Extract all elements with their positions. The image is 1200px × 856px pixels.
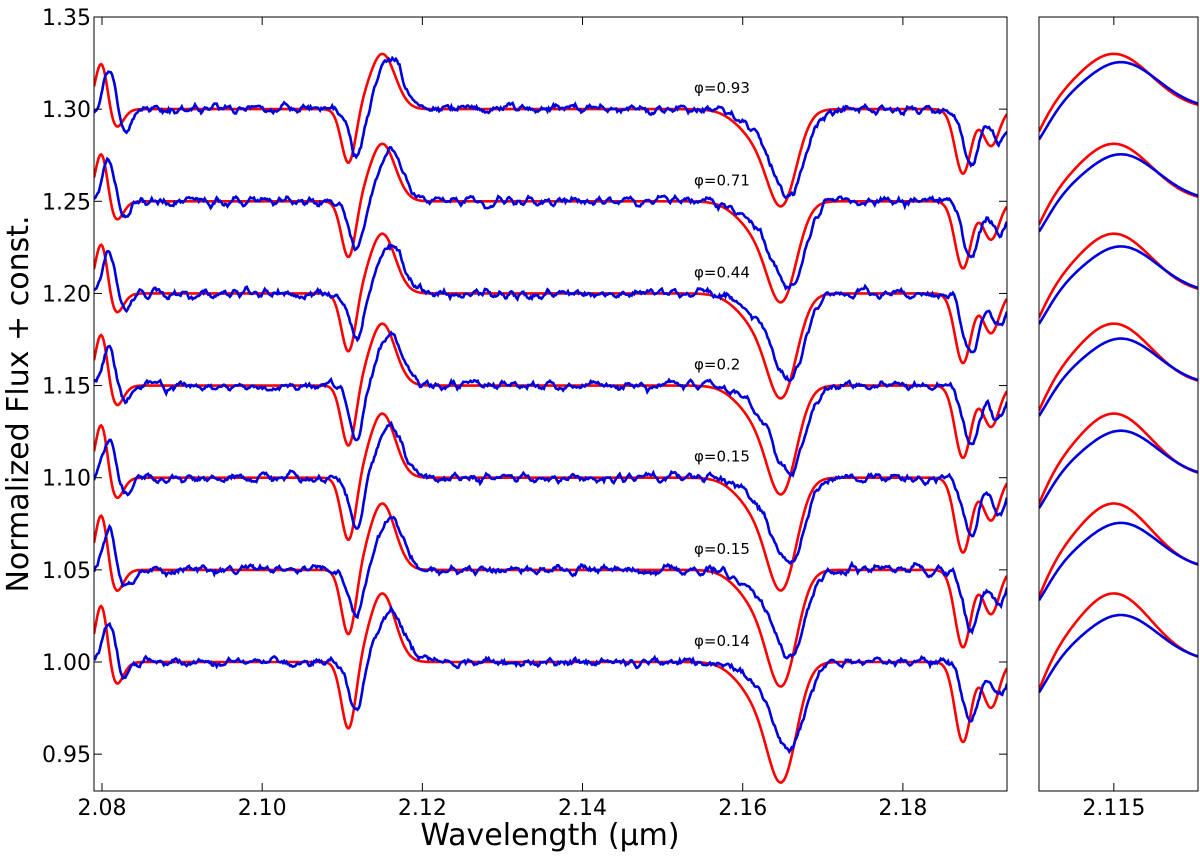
phase-label: φ=0.15	[694, 540, 750, 558]
main-panel-frame	[93, 16, 1008, 792]
zoom-observed-spectrum-line	[1039, 337, 1198, 417]
model-spectrum-line	[94, 232, 1007, 400]
axis-ticks	[94, 16, 1115, 791]
zoom-model-spectrum-line	[1039, 412, 1198, 505]
y-tick-label: 1.10	[42, 467, 91, 492]
zoom-observed-spectrum-line	[1039, 60, 1198, 141]
y-tick-label: 1.15	[42, 375, 91, 400]
observed-spectrum-line	[94, 420, 1007, 566]
zoom-observed-spectrum-line	[1039, 521, 1198, 601]
zoom-model-spectrum-line	[1039, 592, 1198, 691]
y-tick-label: 1.05	[42, 559, 91, 584]
phase-label: φ=0.14	[694, 632, 750, 650]
model-spectrum-line	[94, 592, 1007, 784]
zoom-panel-lines	[1039, 52, 1198, 694]
y-axis-title: Normalized Flux + const.	[1, 215, 36, 592]
phase-label: φ=0.71	[694, 171, 750, 189]
model-spectrum-line	[94, 52, 1007, 208]
y-tick-label: 0.95	[42, 743, 91, 768]
zoom-observed-spectrum-line	[1039, 245, 1198, 325]
zoom-observed-spectrum-line	[1039, 613, 1198, 694]
x-tick-label: 2.10	[238, 796, 287, 821]
y-tick-label: 1.25	[42, 190, 91, 215]
y-tick-label: 1.20	[42, 282, 91, 307]
observed-spectrum-line	[94, 146, 1007, 291]
observed-spectrum-line	[94, 515, 1007, 660]
zoom-model-spectrum-line	[1039, 502, 1198, 598]
zoom-observed-spectrum-line	[1039, 153, 1198, 233]
zoom-model-spectrum-line	[1039, 52, 1198, 133]
phase-label: φ=0.44	[694, 263, 750, 281]
y-tick-label: 1.35	[42, 6, 91, 31]
phase-label: φ=0.2	[694, 356, 740, 374]
x-tick-label: 2.16	[718, 796, 767, 821]
x-tick-label: 2.14	[558, 796, 607, 821]
y-tick-label: 1.30	[42, 98, 91, 123]
zoom-x-tick-label: 2.115	[1082, 796, 1145, 821]
observed-spectrum-line	[94, 605, 1007, 755]
phase-label: φ=0.15	[694, 448, 750, 466]
model-spectrum-line	[94, 142, 1007, 304]
zoom-panel-frame	[1038, 16, 1199, 792]
observed-spectrum-line	[94, 55, 1007, 200]
phase-label: φ=0.93	[694, 79, 750, 97]
phase-labels: φ=0.93 φ=0.71 φ=0.44 φ=0.2 φ=0.15 φ=0.15 φ=0.1…	[694, 79, 750, 650]
zoom-observed-spectrum-line	[1039, 429, 1198, 509]
x-tick-label: 2.18	[878, 796, 927, 821]
model-spectrum-line	[94, 322, 1007, 496]
model-spectrum-line	[94, 412, 1007, 592]
x-axis-title: Wavelength (μm)	[420, 818, 679, 853]
axis-tick-labels: 2.08 2.10 2.12 2.14 2.16 2.18 0.95 1.00 1.05 1.10…	[42, 6, 1145, 821]
observed-spectrum-line	[94, 330, 1007, 478]
observed-spectrum-line	[94, 242, 1007, 383]
x-tick-label: 2.12	[398, 796, 447, 821]
y-tick-label: 1.00	[42, 651, 91, 676]
x-tick-label: 2.08	[78, 796, 127, 821]
main-panel-lines	[94, 52, 1007, 784]
